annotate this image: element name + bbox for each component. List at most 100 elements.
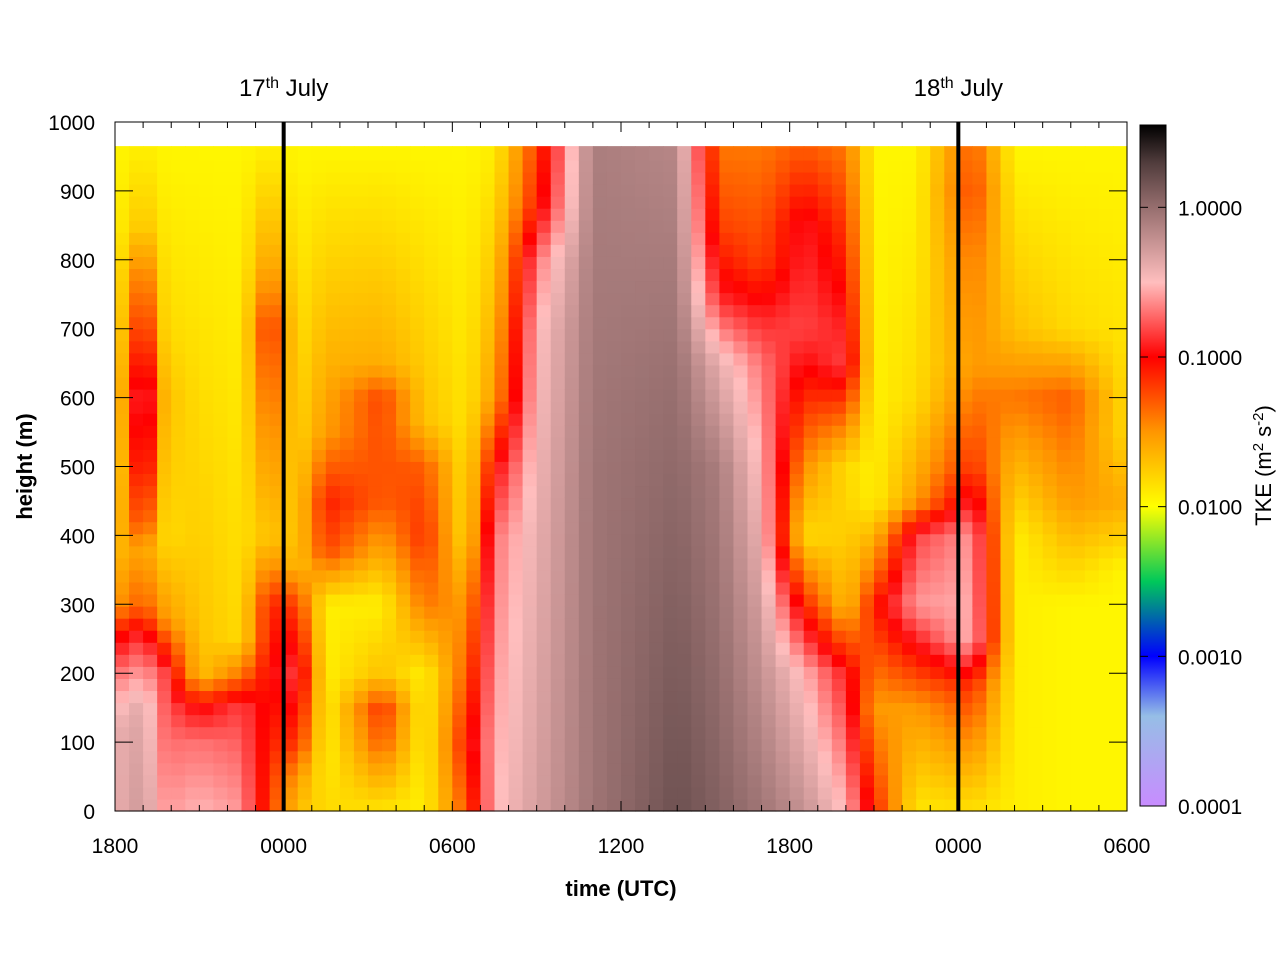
heatmap-cell: [902, 762, 917, 776]
heatmap-cell: [817, 678, 833, 692]
heatmap-cell: [817, 425, 833, 438]
heatmap-cell: [410, 280, 425, 294]
heatmap-cell: [691, 618, 706, 631]
heatmap-cell: [396, 461, 411, 474]
heatmap-cell: [269, 280, 285, 294]
heatmap-cell: [775, 340, 791, 354]
heatmap-cell: [874, 726, 889, 740]
heatmap-cell: [255, 184, 271, 197]
heatmap-cell: [311, 557, 327, 571]
heatmap-cell: [789, 473, 805, 487]
heatmap-cell: [564, 569, 580, 583]
heatmap-cell: [606, 497, 622, 511]
heatmap-cell: [817, 147, 833, 161]
heatmap-cell: [269, 593, 285, 607]
heatmap-cell: [396, 196, 411, 209]
heatmap-cell: [845, 618, 861, 631]
heatmap-cell: [564, 533, 580, 547]
heatmap-cell: [255, 449, 271, 462]
heatmap-cell: [466, 618, 482, 631]
heatmap-cell: [958, 425, 973, 438]
heatmap-cell: [199, 413, 214, 426]
heatmap-cell: [606, 146, 622, 149]
heatmap-cell: [1098, 726, 1114, 740]
heatmap-cell: [382, 268, 397, 282]
heatmap-cell: [1028, 425, 1044, 438]
heatmap-cell: [368, 750, 383, 764]
heatmap-cell: [339, 208, 355, 221]
heatmap-cell: [592, 533, 608, 547]
heatmap-cell: [635, 171, 650, 185]
heatmap-cell: [508, 581, 524, 595]
heatmap-cell: [283, 280, 299, 294]
heatmap-cell: [536, 292, 552, 306]
heatmap-cell: [1070, 352, 1086, 366]
heatmap-cell: [859, 364, 875, 378]
heatmap-cell: [775, 268, 791, 282]
heatmap-cell: [368, 630, 383, 643]
heatmap-cell: [241, 557, 257, 571]
heatmap-cell: [958, 304, 973, 318]
heatmap-cell: [115, 171, 130, 185]
heatmap-cell: [297, 401, 313, 414]
heatmap-cell: [606, 340, 622, 354]
heatmap-cell: [649, 630, 664, 643]
heatmap-cell: [325, 533, 341, 547]
heatmap-cell: [649, 798, 664, 812]
heatmap-cell: [817, 256, 833, 270]
heatmap-cell: [859, 581, 875, 595]
heatmap-cell: [677, 485, 692, 499]
heatmap-cell: [353, 798, 369, 812]
heatmap-cell: [508, 485, 524, 499]
heatmap-cell: [621, 196, 636, 209]
colorbar-tick-label: 0.1000: [1178, 347, 1242, 370]
heatmap-cell: [424, 762, 439, 776]
heatmap-cell: [283, 702, 299, 716]
heatmap-cell: [719, 485, 735, 499]
heatmap-cell: [241, 425, 257, 438]
heatmap-cell: [930, 147, 945, 161]
heatmap-cell: [550, 268, 566, 282]
heatmap-cell: [508, 146, 524, 149]
heatmap-cell: [368, 304, 383, 318]
heatmap-cell: [353, 618, 369, 631]
heatmap-cell: [550, 666, 566, 679]
heatmap-cell: [1056, 413, 1072, 426]
heatmap-cell: [789, 147, 805, 161]
heatmap-cell: [311, 340, 327, 354]
heatmap-cell: [831, 509, 847, 523]
heatmap-cell: [916, 581, 931, 595]
heatmap-cell: [536, 461, 552, 474]
heatmap-cell: [705, 352, 720, 366]
heatmap-cell: [396, 171, 411, 185]
heatmap-cell: [578, 630, 594, 643]
heatmap-cell: [255, 702, 271, 716]
heatmap-cell: [859, 630, 875, 643]
heatmap-cell: [1098, 618, 1114, 631]
heatmap-cell: [817, 762, 833, 776]
heatmap-cell: [649, 146, 664, 149]
heatmap-cell: [143, 292, 158, 306]
heatmap-cell: [606, 232, 622, 245]
heatmap-cell: [241, 220, 257, 233]
heatmap-cell: [368, 678, 383, 692]
heatmap-cell: [143, 606, 158, 619]
heatmap-cell: [297, 328, 313, 342]
heatmap-cell: [339, 268, 355, 282]
heatmap-cell: [143, 666, 158, 679]
heatmap-cell: [663, 244, 678, 257]
heatmap-cell: [775, 798, 791, 812]
heatmap-cell: [606, 714, 622, 728]
heatmap-cell: [382, 328, 397, 342]
heatmap-cell: [536, 509, 552, 523]
heatmap-cell: [1098, 425, 1114, 438]
heatmap-cell: [719, 208, 735, 221]
heatmap-cell: [747, 340, 763, 354]
heatmap-cell: [143, 461, 158, 474]
heatmap-cell: [621, 786, 636, 800]
heatmap-cell: [424, 509, 439, 523]
heatmap-cell: [438, 184, 453, 197]
colorbar: [1139, 124, 1167, 807]
heatmap-cell: [550, 461, 566, 474]
heatmap-cell: [621, 521, 636, 535]
